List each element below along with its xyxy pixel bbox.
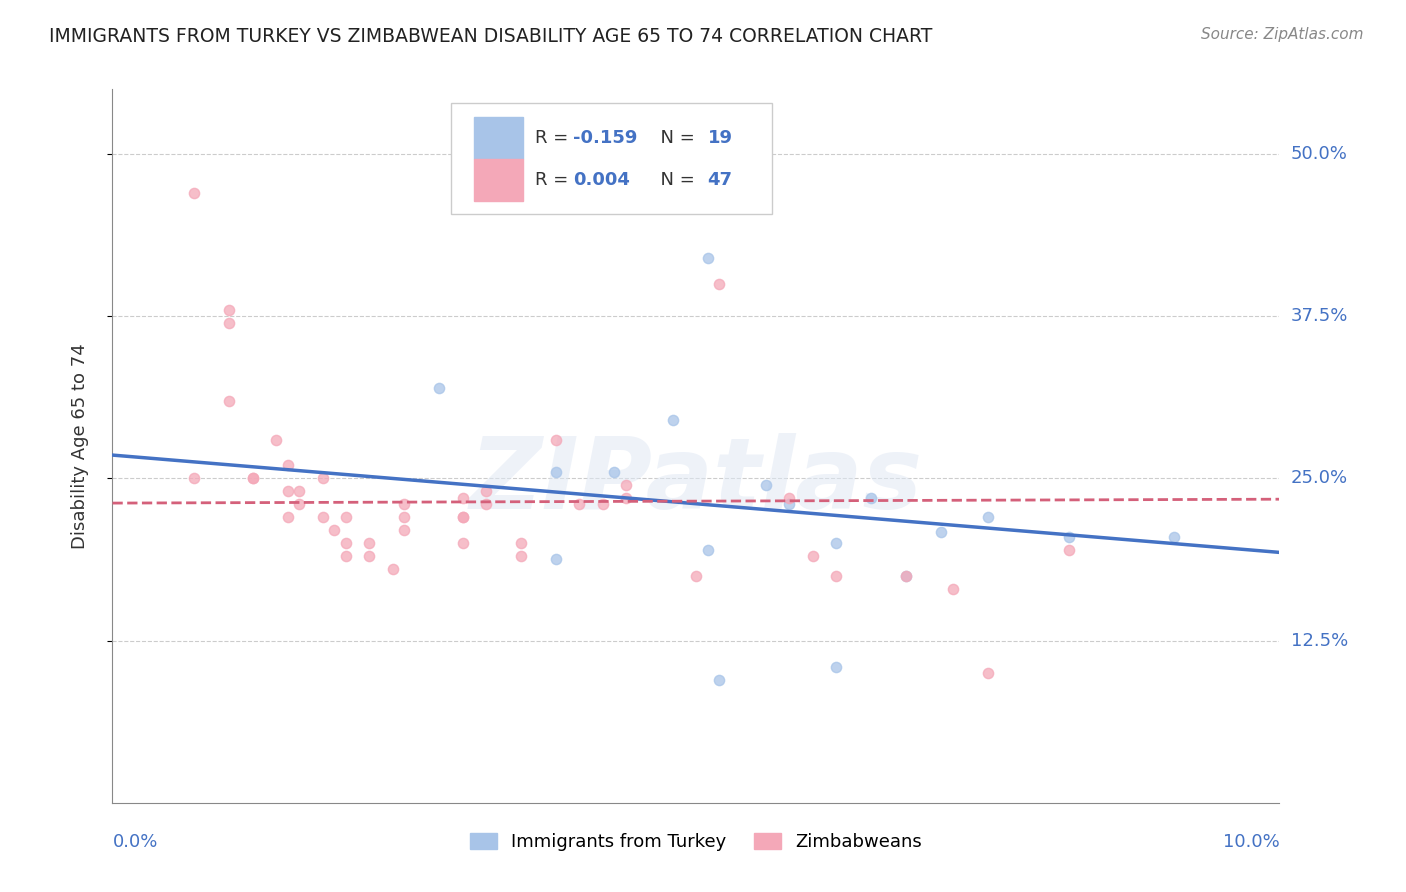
Point xyxy=(661,413,683,427)
Text: R =: R = xyxy=(534,128,574,146)
Text: 0.004: 0.004 xyxy=(574,171,630,189)
Point xyxy=(359,549,381,564)
Point xyxy=(801,549,824,564)
Point xyxy=(394,497,416,511)
Point xyxy=(825,536,848,550)
Point xyxy=(1059,530,1081,544)
Text: 50.0%: 50.0% xyxy=(1291,145,1347,163)
Point xyxy=(427,381,450,395)
Point xyxy=(288,484,311,499)
Point xyxy=(568,497,591,511)
Text: Source: ZipAtlas.com: Source: ZipAtlas.com xyxy=(1201,27,1364,42)
Point xyxy=(894,568,917,582)
Point xyxy=(242,471,264,485)
Text: 0.0%: 0.0% xyxy=(112,833,157,851)
Text: 37.5%: 37.5% xyxy=(1291,307,1348,326)
Text: N =: N = xyxy=(650,128,700,146)
Text: 10.0%: 10.0% xyxy=(1223,833,1279,851)
Text: 19: 19 xyxy=(707,128,733,146)
Point xyxy=(603,465,626,479)
Point xyxy=(311,510,333,524)
Point xyxy=(451,536,474,550)
Point xyxy=(976,510,998,524)
Point xyxy=(509,536,531,550)
Point xyxy=(544,465,567,479)
Point xyxy=(276,484,298,499)
Point xyxy=(276,510,298,524)
Point xyxy=(183,186,205,200)
Point xyxy=(685,568,707,582)
Point xyxy=(755,478,778,492)
Point xyxy=(218,316,240,330)
Text: -0.159: -0.159 xyxy=(574,128,638,146)
Point xyxy=(264,433,287,447)
Point xyxy=(509,549,531,564)
FancyBboxPatch shape xyxy=(451,103,772,214)
Point xyxy=(218,393,240,408)
Point xyxy=(696,542,718,557)
Text: 25.0%: 25.0% xyxy=(1291,469,1348,487)
Point xyxy=(894,568,917,582)
Y-axis label: Disability Age 65 to 74: Disability Age 65 to 74 xyxy=(70,343,89,549)
Text: 47: 47 xyxy=(707,171,733,189)
Text: N =: N = xyxy=(650,171,700,189)
Point xyxy=(451,510,474,524)
Point xyxy=(183,471,205,485)
Point xyxy=(311,471,333,485)
Point xyxy=(335,536,357,550)
Point xyxy=(544,552,567,566)
Point xyxy=(1163,530,1185,544)
Point xyxy=(394,524,416,538)
Point xyxy=(381,562,404,576)
Point xyxy=(929,524,952,539)
Point xyxy=(218,302,240,317)
Legend: Immigrants from Turkey, Zimbabweans: Immigrants from Turkey, Zimbabweans xyxy=(463,825,929,858)
Text: 12.5%: 12.5% xyxy=(1291,632,1348,649)
Point xyxy=(614,478,637,492)
Point xyxy=(359,536,381,550)
Point xyxy=(475,484,498,499)
Point xyxy=(242,471,264,485)
Point xyxy=(976,666,998,681)
Point xyxy=(544,433,567,447)
Point xyxy=(323,524,346,538)
FancyBboxPatch shape xyxy=(474,117,523,159)
Point xyxy=(451,491,474,505)
Point xyxy=(661,186,683,200)
Point xyxy=(709,673,731,687)
Point xyxy=(451,510,474,524)
Point xyxy=(696,251,718,265)
Point xyxy=(394,510,416,524)
Point xyxy=(709,277,731,291)
Point xyxy=(335,549,357,564)
Point xyxy=(1059,542,1081,557)
Point xyxy=(860,491,883,505)
FancyBboxPatch shape xyxy=(474,159,523,201)
Point xyxy=(614,491,637,505)
Point xyxy=(592,497,614,511)
Point xyxy=(475,497,498,511)
Point xyxy=(335,510,357,524)
Point xyxy=(942,582,965,596)
Point xyxy=(778,497,800,511)
Point xyxy=(825,659,848,673)
Point xyxy=(778,491,800,505)
Point xyxy=(288,497,311,511)
Point xyxy=(276,458,298,473)
Point xyxy=(825,568,848,582)
Text: IMMIGRANTS FROM TURKEY VS ZIMBABWEAN DISABILITY AGE 65 TO 74 CORRELATION CHART: IMMIGRANTS FROM TURKEY VS ZIMBABWEAN DIS… xyxy=(49,27,932,45)
Text: ZIPatlas: ZIPatlas xyxy=(470,434,922,530)
Text: R =: R = xyxy=(534,171,574,189)
